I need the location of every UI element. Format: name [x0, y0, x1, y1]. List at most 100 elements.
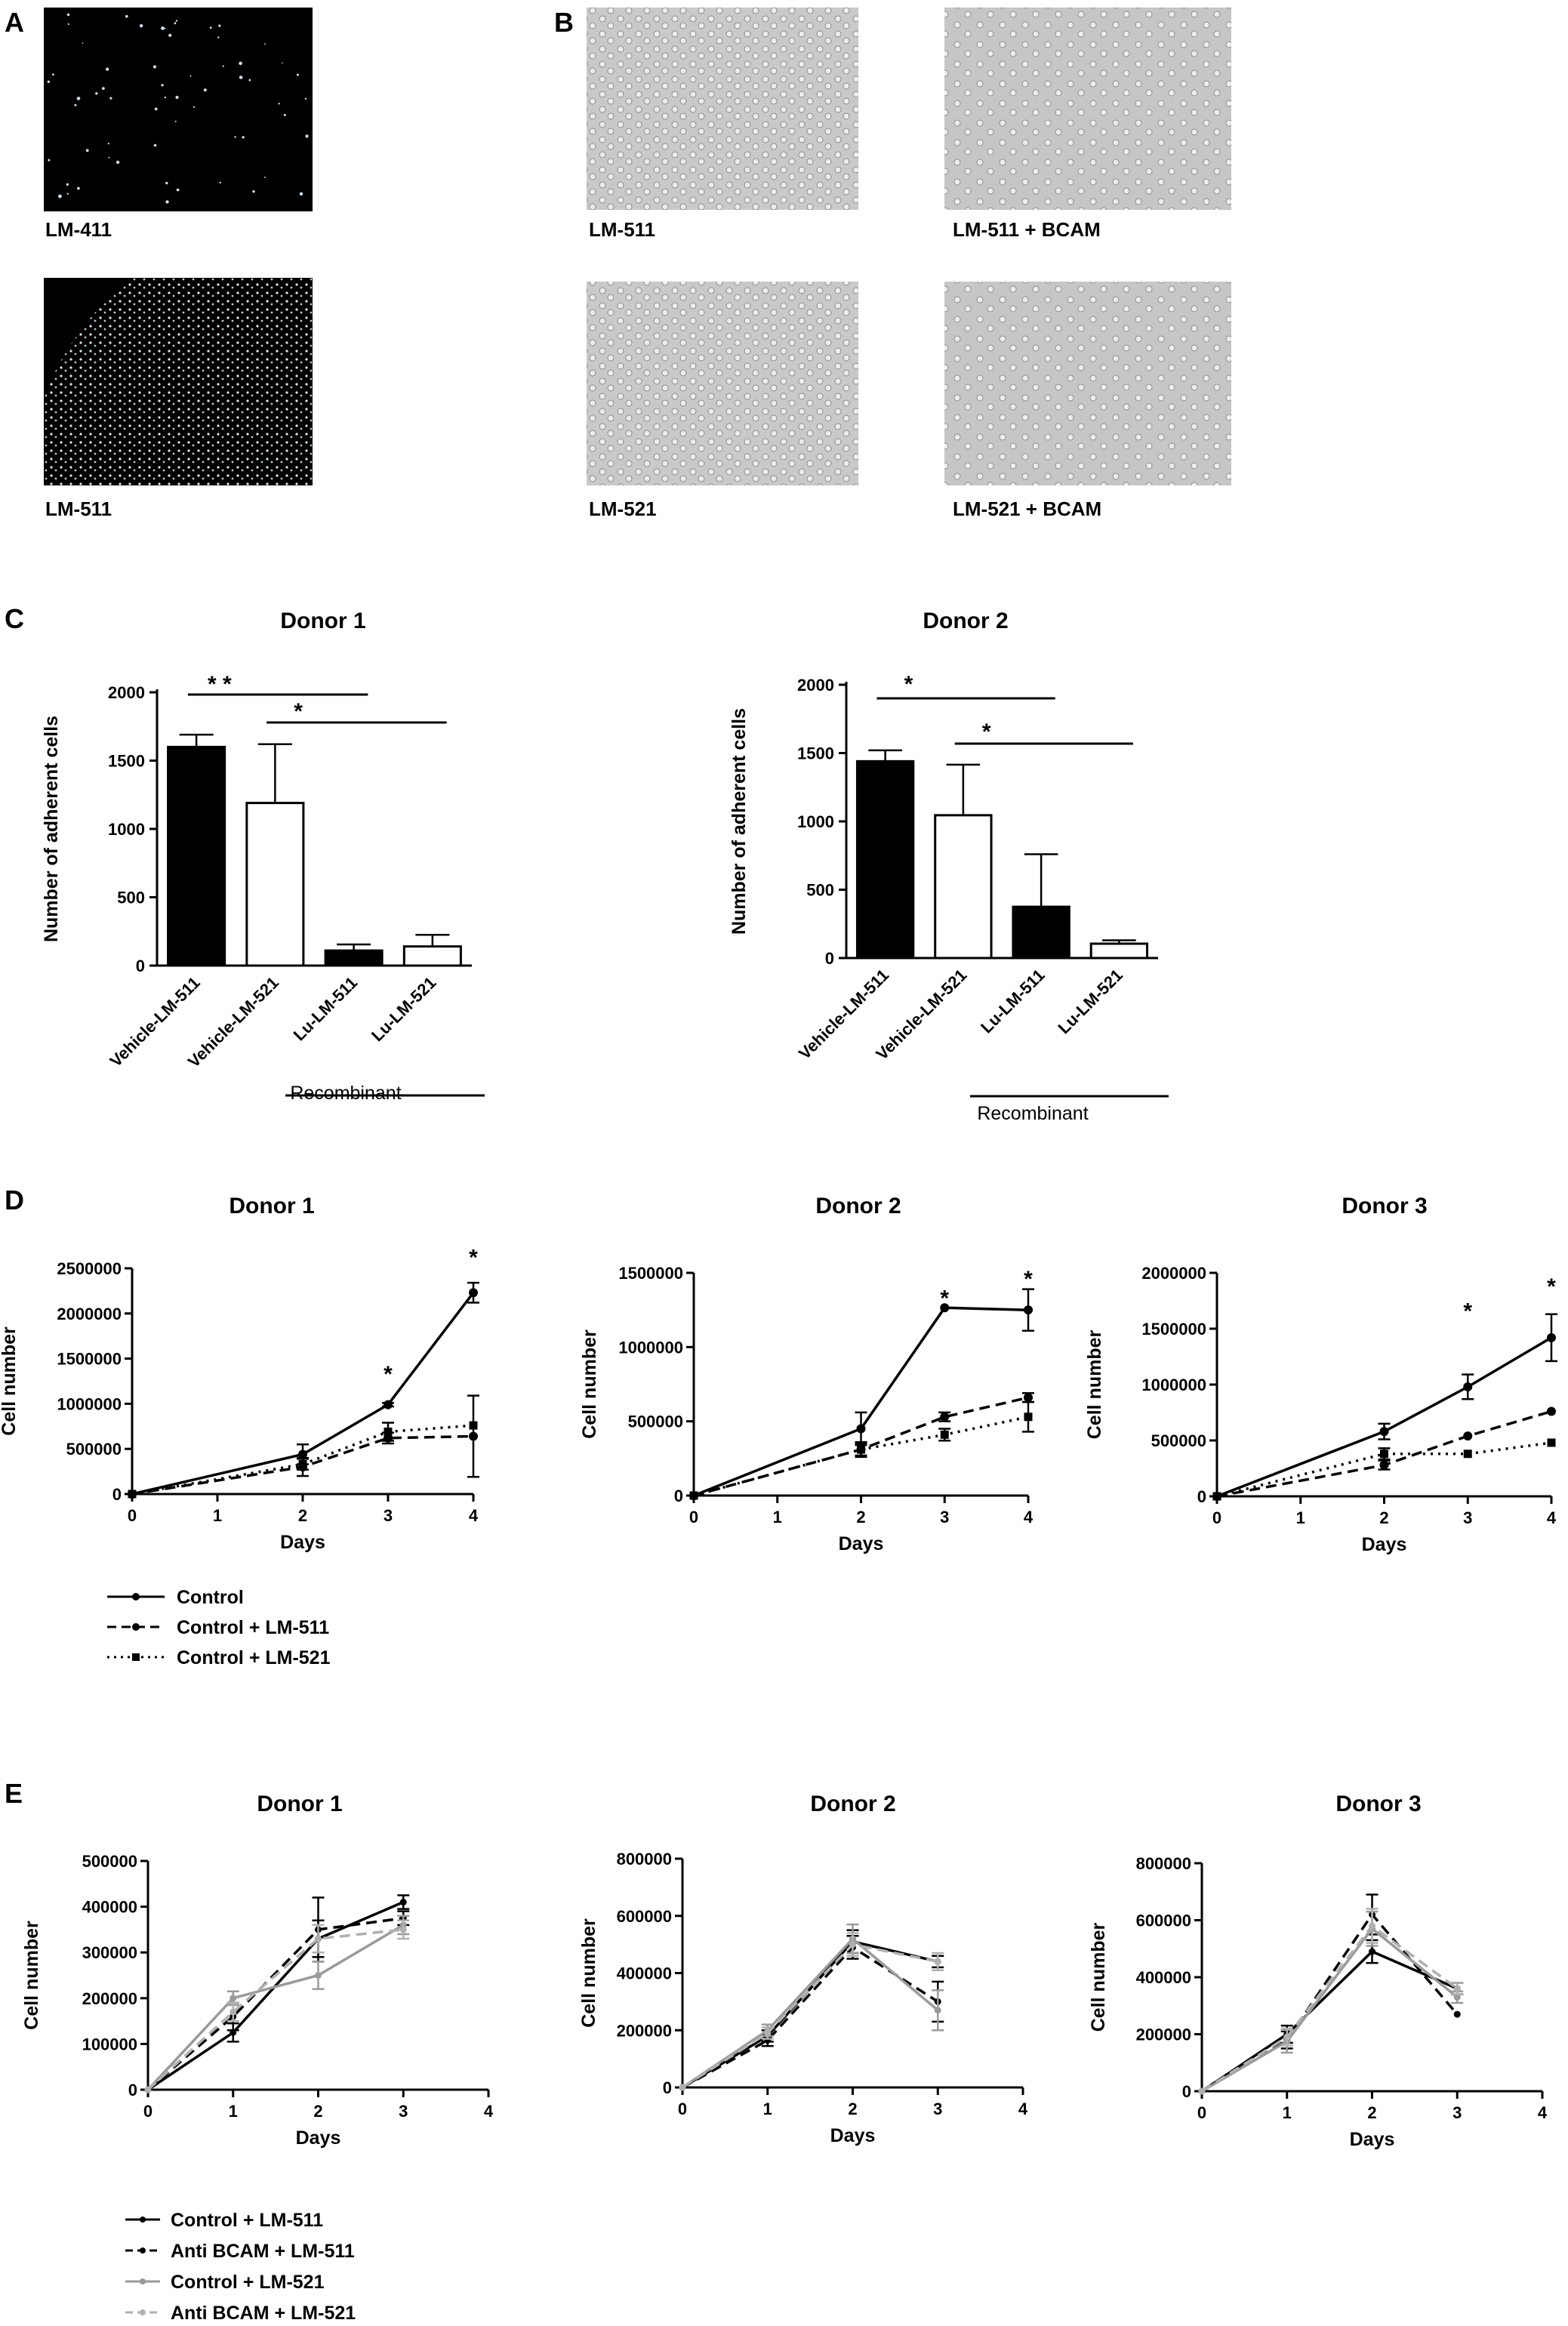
chart-d3: Donor 3 0 500000 1000000 1500000 2000000 0 1 2 3 4…	[1084, 1194, 1557, 1555]
chart-title: Donor 1	[257, 1791, 342, 1816]
significance-star: *	[940, 1286, 949, 1311]
bar	[855, 759, 915, 960]
y-tick-label: 1500000	[1141, 1320, 1206, 1339]
significance-star: *	[1024, 1267, 1033, 1292]
series-line	[146, 1924, 405, 2091]
data-point	[1453, 1985, 1461, 1992]
x-tick-label: Lu-LM-511	[290, 973, 362, 1045]
x-tick-label: 2	[848, 2100, 857, 2118]
y-tick-label: 800000	[1136, 1854, 1191, 1873]
y-tick-label: 0	[1182, 2082, 1191, 2101]
legend-e-item-control-lm521: Control + LM-521	[125, 2272, 325, 2293]
y-tick-label: 1000	[797, 812, 834, 831]
data-point	[1283, 2033, 1291, 2041]
data-point	[1198, 2087, 1206, 2095]
y-tick-label: 500000	[1151, 1431, 1206, 1450]
data-point	[940, 1430, 949, 1439]
y-tick-label: 2000000	[1141, 1264, 1206, 1283]
data-point	[856, 1424, 866, 1434]
data-point	[940, 1303, 950, 1313]
data-point	[940, 1412, 950, 1422]
y-tick-label: 0	[128, 2081, 137, 2100]
data-point	[399, 1926, 407, 1933]
y-tick-label: 400000	[617, 1964, 672, 1983]
significance-star: *	[469, 1246, 478, 1271]
x-axis-label: Days	[1362, 1534, 1407, 1555]
micrograph-lm511	[587, 8, 858, 210]
y-tick-label: 800000	[617, 1850, 672, 1869]
data-point	[1453, 2010, 1461, 2018]
y-axis-label: Cell number	[1088, 1923, 1109, 2032]
panel-label-b: B	[554, 7, 574, 38]
legend-d-item-lm521: Control + LM-521	[107, 1647, 331, 1668]
x-tick-label: Lu-LM-521	[368, 973, 439, 1045]
x-tick-label: 0	[128, 1506, 137, 1525]
bar	[167, 745, 226, 967]
data-point	[1369, 1922, 1375, 1930]
chart-e2: Donor 2 0 200000 400000 600000 800000 0 1 2 3 4 Day…	[578, 1791, 1028, 2146]
x-tick-label: 0	[678, 2100, 687, 2118]
x-tick-label: 2	[313, 2102, 322, 2121]
y-tick-label: 1000000	[618, 1338, 683, 1357]
series-line	[1201, 1927, 1459, 2093]
series-0	[1212, 1313, 1557, 1501]
legend-e-label-antibcam-lm511: Anti BCAM + LM-511	[171, 2241, 355, 2262]
data-point	[469, 1421, 478, 1430]
panel-label-a: A	[5, 7, 24, 38]
y-tick-label: 2500000	[57, 1259, 122, 1278]
data-point	[1380, 1450, 1388, 1459]
legend-d-label-lm521: Control + LM-521	[177, 1647, 331, 1668]
data-point	[230, 1995, 237, 2002]
y-tick-label: 500000	[82, 1852, 137, 1871]
x-tick-label: 0	[689, 1508, 698, 1527]
data-point	[857, 1445, 865, 1454]
bar	[1012, 905, 1070, 960]
data-point	[1024, 1413, 1033, 1422]
data-point	[1547, 1406, 1556, 1416]
series-line	[146, 1917, 404, 2091]
y-tick-label: 2000	[108, 683, 145, 702]
legend-d-item-lm511: Control + LM-511	[107, 1617, 329, 1638]
series-3	[679, 1932, 944, 2091]
series-2	[128, 1421, 478, 1499]
y-tick-label: 500000	[66, 1440, 122, 1459]
x-tick-label: 4	[1547, 1508, 1557, 1527]
micrograph-lm511-colony	[44, 278, 313, 485]
legend-d-label-lm511: Control + LM-511	[177, 1617, 329, 1638]
chart-c2: Donor 2 0 500 1000 1500 2000 Number of adheren…	[729, 608, 1169, 1124]
caption-b-lm511-bcam: LM-511 + BCAM	[953, 218, 1101, 241]
series-line	[131, 1292, 475, 1496]
x-tick-label: 4	[1018, 2100, 1028, 2118]
bar	[402, 945, 462, 967]
data-point	[144, 2086, 152, 2093]
x-tick-label: 4	[1538, 2103, 1548, 2122]
data-point	[764, 2029, 772, 2037]
series-line	[682, 1946, 939, 2089]
x-tick-label: 1	[1283, 2103, 1292, 2122]
y-tick-label: 500	[806, 881, 834, 900]
y-tick-label: 200000	[617, 2021, 672, 2040]
series-0	[144, 1894, 410, 2093]
significance-star: * *	[208, 672, 232, 697]
series-3	[144, 1919, 410, 2093]
data-point	[1463, 1450, 1472, 1459]
series-line	[1201, 1924, 1459, 2093]
chart-title: Donor 3	[1342, 1194, 1427, 1218]
caption-a-lm411: LM-411	[45, 218, 112, 241]
data-point	[1463, 1431, 1473, 1441]
data-point	[298, 1460, 307, 1469]
series-line	[693, 1396, 1029, 1497]
legend-d-item-control: Control	[107, 1587, 244, 1608]
y-tick-label: 2000	[797, 676, 834, 695]
panel-label-d: D	[5, 1185, 24, 1215]
significance-star: *	[904, 672, 913, 697]
y-tick-label: 0	[1197, 1487, 1206, 1506]
chart-title: Donor 1	[229, 1194, 314, 1218]
series-0	[689, 1288, 1034, 1500]
series-1	[1212, 1406, 1556, 1501]
y-axis-label: Cell number	[21, 1921, 42, 2030]
y-tick-label: 1000	[108, 820, 145, 839]
data-point	[469, 1288, 478, 1298]
